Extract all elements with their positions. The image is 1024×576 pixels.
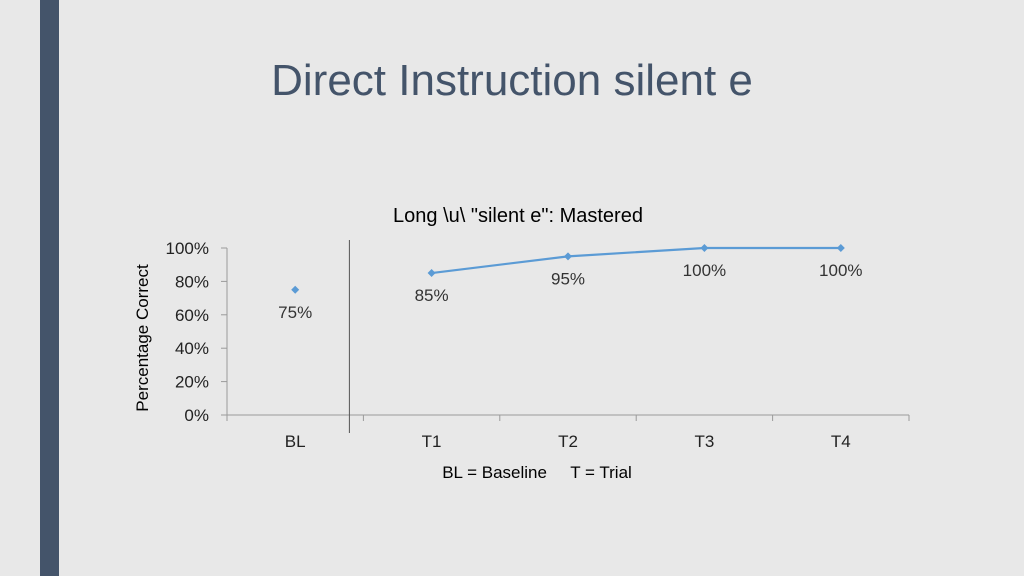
data-label: 100%: [683, 261, 726, 280]
data-point: [564, 252, 572, 261]
chart-title: Long \u\ "silent e": Mastered: [393, 205, 643, 227]
y-tick-label: 100%: [166, 239, 209, 258]
x-category-labels: BL T1 T2 T3 T4: [285, 432, 851, 451]
data-point: [700, 244, 709, 252]
y-tick-label: 60%: [175, 306, 209, 325]
data-point: [291, 285, 300, 294]
y-tick-labels: 0% 20% 40% 60% 80% 100%: [166, 239, 209, 425]
data-point: [836, 244, 845, 252]
y-tick-label: 20%: [175, 373, 209, 392]
data-label: 100%: [819, 261, 862, 280]
slide-accent-bar: [40, 0, 59, 576]
slide-title: Direct Instruction silent e: [271, 56, 753, 105]
x-category-label: T3: [694, 432, 714, 451]
data-label: 85%: [415, 286, 449, 305]
x-category-label: T1: [422, 432, 442, 451]
x-axis-title: BL = Baseline T = Trial: [442, 463, 632, 482]
y-axis-title: Percentage Correct: [133, 264, 152, 412]
y-tick-label: 0%: [184, 406, 209, 425]
y-tick-label: 40%: [175, 339, 209, 358]
data-label: 75%: [278, 303, 312, 322]
data-label: 95%: [551, 269, 585, 288]
x-category-label: T2: [558, 432, 578, 451]
series-line: [431, 246, 841, 275]
x-category-label: T4: [831, 432, 851, 451]
y-tick-label: 80%: [175, 272, 209, 291]
chart-axes: [221, 240, 910, 433]
data-point: [427, 269, 436, 278]
x-category-label: BL: [285, 432, 306, 451]
data-series: 75% 85% 95% 100% 100%: [278, 244, 863, 322]
